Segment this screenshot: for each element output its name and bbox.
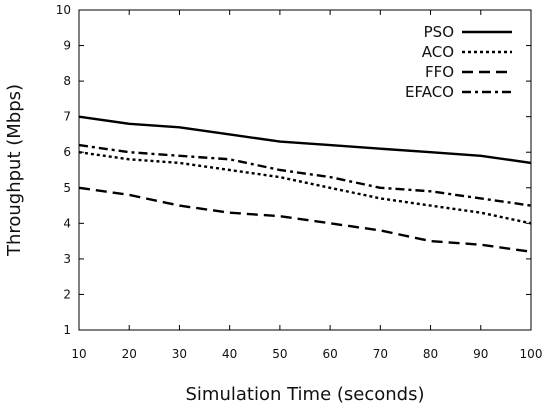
y-tick-label: 8 — [63, 74, 71, 88]
y-tick-label: 7 — [63, 110, 71, 124]
x-tick-label: 40 — [222, 347, 237, 361]
y-tick-label: 5 — [63, 181, 71, 195]
y-tick-label: 2 — [63, 287, 71, 301]
x-tick-label: 60 — [322, 347, 337, 361]
x-tick-label: 70 — [373, 347, 388, 361]
legend-label-aco: ACO — [422, 43, 454, 61]
y-tick-label: 10 — [56, 3, 71, 17]
axis-ticks: 1 2 3 4 5 6 7 8 9 10 10 20 30 40 50 60 70 80 90 100 — [56, 3, 543, 361]
series-line-aco — [78, 151, 532, 225]
series-line-ffo — [78, 186, 532, 253]
y-tick-label: 1 — [63, 323, 71, 337]
legend: PSO ACO FFO EFACO — [405, 23, 512, 101]
y-tick-label: 6 — [63, 145, 71, 159]
y-axis-title: Throughput (Mbps) — [4, 84, 25, 257]
x-tick-label: 80 — [423, 347, 438, 361]
legend-label-ffo: FFO — [425, 63, 454, 81]
y-tick-label: 3 — [63, 252, 71, 266]
series-line-efaco — [78, 143, 532, 207]
x-tick-label: 20 — [122, 347, 137, 361]
y-tick-label: 9 — [63, 39, 71, 53]
x-tick-label: 10 — [71, 347, 86, 361]
plot-area-frame — [78, 9, 532, 331]
series-group — [78, 115, 532, 253]
y-tick-label: 4 — [63, 216, 71, 230]
series-line-pso — [78, 115, 532, 165]
legend-label-efaco: EFACO — [405, 83, 454, 101]
x-tick-label: 100 — [520, 347, 543, 361]
legend-label-pso: PSO — [424, 23, 454, 41]
x-axis-title: Simulation Time (seconds) — [186, 384, 425, 405]
x-tick-label: 90 — [473, 347, 488, 361]
x-tick-label: 30 — [172, 347, 187, 361]
x-tick-label: 50 — [272, 347, 287, 361]
